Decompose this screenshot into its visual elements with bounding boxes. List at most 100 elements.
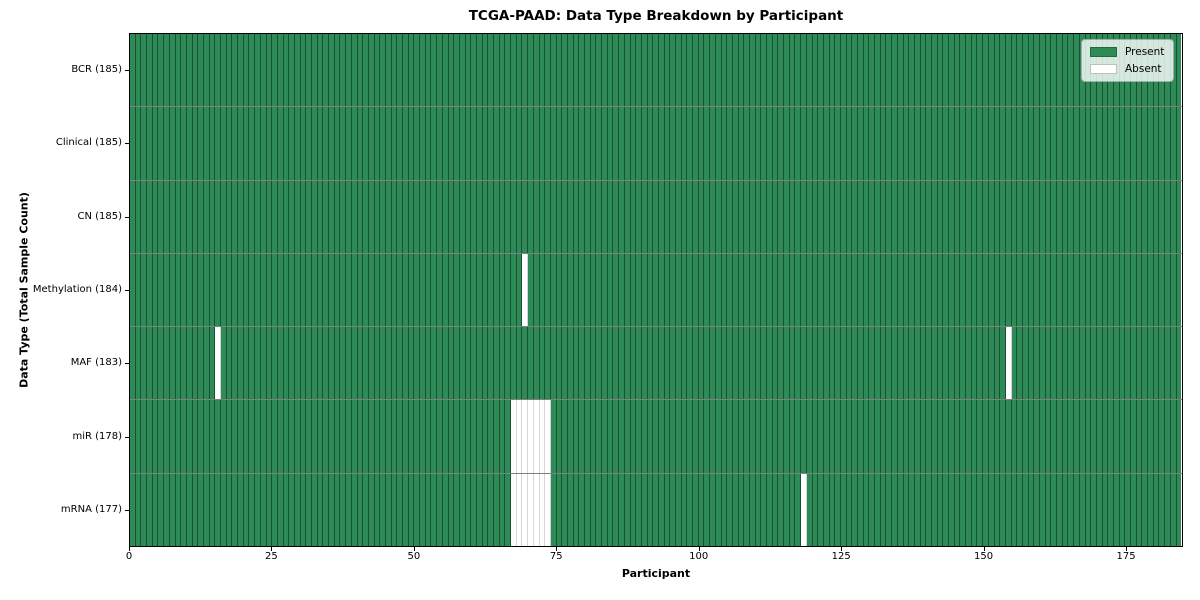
matrix-cell (567, 34, 574, 107)
matrix-cell (761, 473, 767, 546)
matrix-cell (653, 327, 659, 400)
matrix-cell (1170, 253, 1177, 327)
matrix-cell (255, 253, 261, 327)
matrix-cell (266, 180, 273, 253)
matrix-cell (340, 400, 347, 473)
matrix-cell (1108, 180, 1114, 253)
matrix-cell (1119, 327, 1126, 400)
matrix-cell (232, 253, 239, 327)
matrix-cell (903, 253, 910, 327)
matrix-cell (869, 180, 876, 253)
matrix-cell (1159, 107, 1166, 180)
matrix-cell (687, 107, 694, 180)
matrix-cell (1108, 400, 1114, 473)
matrix-cell (653, 400, 659, 473)
matrix-cell (420, 107, 426, 180)
matrix-cell (653, 107, 659, 180)
matrix-cell (926, 34, 932, 107)
matrix-cell (801, 473, 807, 546)
matrix-cell (272, 107, 278, 180)
matrix-cell (454, 107, 460, 180)
matrix-cell (221, 107, 227, 180)
matrix-row-bcr (130, 34, 1182, 108)
matrix-cell (704, 180, 711, 253)
matrix-cell (380, 180, 386, 253)
matrix-cell (221, 180, 227, 253)
matrix-cell (283, 180, 290, 253)
matrix-cell (943, 107, 949, 180)
matrix-cell (505, 180, 512, 253)
y-tick-label: MAF (183) (70, 357, 122, 369)
matrix-cell (556, 400, 563, 473)
matrix-cell (198, 180, 204, 253)
matrix-cell (1028, 473, 1035, 546)
matrix-cell (784, 327, 790, 400)
matrix-cell (209, 327, 216, 400)
matrix-cell (602, 34, 608, 107)
matrix-cell (920, 253, 927, 327)
matrix-cell (476, 180, 483, 253)
matrix-cell (1119, 180, 1126, 253)
matrix-cell (272, 400, 278, 473)
matrix-cell (602, 473, 608, 546)
matrix-cell (346, 253, 352, 327)
matrix-cell (198, 34, 204, 107)
matrix-cell (778, 180, 785, 253)
matrix-cell (749, 34, 756, 107)
matrix-cell (135, 34, 142, 107)
matrix-cell (585, 180, 591, 253)
matrix-cell (573, 253, 580, 327)
matrix-cell (767, 327, 773, 400)
matrix-cell (937, 400, 944, 473)
matrix-cell (732, 400, 739, 473)
matrix-cell (960, 327, 967, 400)
matrix-cell (420, 400, 426, 473)
matrix-cell (789, 34, 796, 107)
matrix-cell (585, 327, 591, 400)
matrix-cell (829, 107, 836, 180)
matrix-cell (892, 253, 898, 327)
matrix-cell (209, 473, 216, 546)
matrix-cell (966, 180, 972, 253)
matrix-cell (920, 107, 927, 180)
matrix-cell (619, 34, 625, 107)
matrix-cell (329, 327, 335, 400)
matrix-cell (403, 180, 409, 253)
matrix-cell (226, 180, 233, 253)
matrix-cell (545, 180, 551, 253)
matrix-cell (892, 473, 898, 546)
matrix-cell (909, 253, 915, 327)
matrix-cell (505, 327, 512, 400)
matrix-cell (277, 327, 284, 400)
matrix-cell (585, 400, 591, 473)
matrix-cell (1022, 400, 1029, 473)
matrix-cell (357, 34, 364, 107)
matrix-cell (414, 473, 421, 546)
matrix-cell (420, 327, 426, 400)
matrix-cell (1057, 253, 1063, 327)
matrix-cell (767, 180, 773, 253)
matrix-cell (903, 107, 910, 180)
matrix-cell (471, 34, 477, 107)
matrix-cell (715, 327, 722, 400)
matrix-cell (306, 253, 312, 327)
matrix-cell (226, 327, 233, 400)
matrix-cell (346, 107, 352, 180)
matrix-cell (1125, 473, 1131, 546)
matrix-cell (476, 107, 483, 180)
matrix-cell (1119, 107, 1126, 180)
matrix-cell (283, 34, 290, 107)
matrix-cell (681, 34, 688, 107)
matrix-cell (141, 327, 148, 400)
matrix-cell (567, 253, 574, 327)
matrix-cell (886, 180, 893, 253)
matrix-cell (818, 253, 824, 327)
matrix-cell (1051, 34, 1058, 107)
matrix-cell (795, 34, 802, 107)
matrix-cell (351, 107, 358, 180)
matrix-cell (579, 107, 585, 180)
matrix-cell (795, 107, 802, 180)
matrix-cell (710, 400, 716, 473)
matrix-cell (681, 327, 688, 400)
matrix-cell (573, 107, 580, 180)
